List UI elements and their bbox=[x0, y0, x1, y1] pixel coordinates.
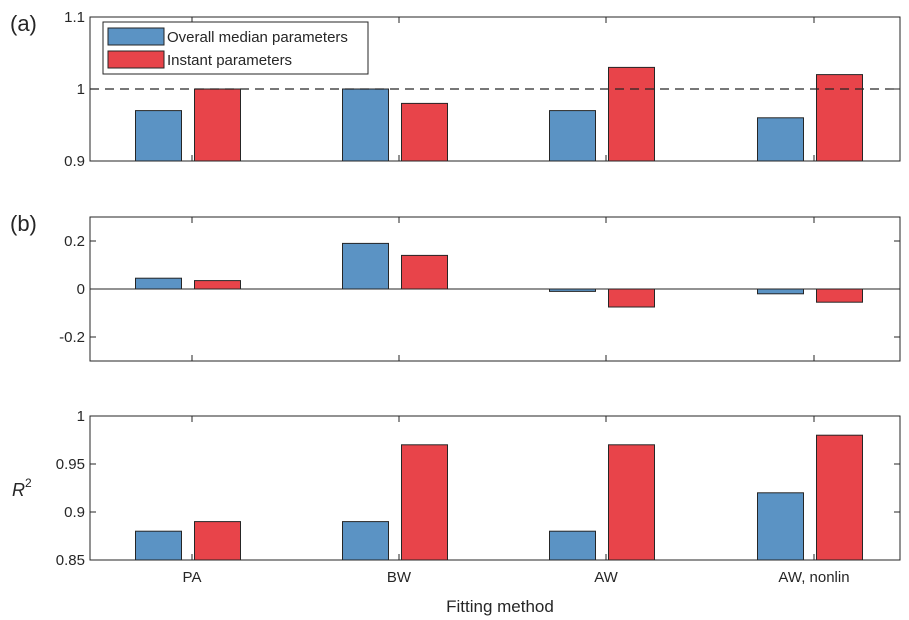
bar-overall-1 bbox=[135, 110, 182, 162]
y-axis-label: R bbox=[12, 480, 25, 500]
bar-overall-4 bbox=[757, 117, 804, 162]
y-tick-label: 0 bbox=[77, 281, 85, 298]
bar-instant-1 bbox=[194, 521, 241, 561]
y-tick-label: 0.85 bbox=[56, 552, 85, 569]
y-axis-label-superscript: 2 bbox=[25, 476, 32, 490]
bar-overall-2 bbox=[342, 242, 389, 290]
bar-instant-3 bbox=[608, 66, 655, 162]
legend-label-instant: Instant parameters bbox=[167, 52, 292, 69]
bar-instant-4 bbox=[816, 74, 863, 162]
bar-overall-2 bbox=[342, 521, 389, 561]
x-axis-label: Fitting method bbox=[446, 597, 554, 616]
y-tick-label: 0.2 bbox=[64, 233, 85, 250]
legend-label-overall: Overall median parameters bbox=[167, 29, 348, 46]
bar-overall-3 bbox=[549, 530, 596, 561]
bar-instant-2 bbox=[401, 102, 448, 162]
bar-instant-2 bbox=[401, 254, 448, 290]
axes-frame bbox=[89, 415, 901, 561]
bar-instant-3 bbox=[608, 288, 655, 308]
legend-swatch-instant bbox=[107, 50, 165, 69]
bar-instant-1 bbox=[194, 88, 241, 162]
bar-instant-4 bbox=[816, 288, 863, 303]
y-tick-label: 1 bbox=[77, 81, 85, 98]
x-tick-label: AW, nonlin bbox=[778, 569, 849, 586]
panel-label: (a) bbox=[10, 11, 37, 36]
bar-overall-1 bbox=[135, 277, 182, 290]
legend-swatch-overall bbox=[107, 27, 165, 46]
panel-label: (b) bbox=[10, 211, 37, 236]
y-tick-label: 1 bbox=[77, 408, 85, 425]
bar-overall-3 bbox=[549, 110, 596, 162]
y-tick-label: -0.2 bbox=[59, 329, 85, 346]
bar-instant-3 bbox=[608, 444, 655, 561]
x-tick-label: PA bbox=[183, 569, 202, 586]
panel-3: 0.85 0.9 0.95 1 R 2 PA BW AW AW, nonlin bbox=[12, 408, 901, 586]
bar-overall-4 bbox=[757, 492, 804, 561]
bar-overall-2 bbox=[342, 88, 389, 162]
x-tick-label: BW bbox=[387, 569, 412, 586]
y-tick-label: 0.95 bbox=[56, 456, 85, 473]
bar-overall-4 bbox=[757, 288, 804, 295]
bar-instant-1 bbox=[194, 280, 241, 290]
y-tick-label: 0.9 bbox=[64, 153, 85, 170]
bar-instant-4 bbox=[816, 434, 863, 561]
panel-2: -0.2 0 0.2 (b) bbox=[10, 211, 901, 362]
panels: 0.9 1 1.1 (a) -0.2 0 0.2 (b) 0.85 0.9 0.95 1 R 2 PA BW A… bbox=[10, 9, 901, 586]
panel-1: 0.9 1 1.1 (a) bbox=[10, 9, 901, 170]
x-tick-label: AW bbox=[594, 569, 618, 586]
legend: Overall median parameters Instant parame… bbox=[102, 21, 369, 75]
bar-overall-1 bbox=[135, 530, 182, 561]
y-tick-label: 0.9 bbox=[64, 504, 85, 521]
y-tick-label: 1.1 bbox=[64, 9, 85, 26]
bar-instant-2 bbox=[401, 444, 448, 561]
